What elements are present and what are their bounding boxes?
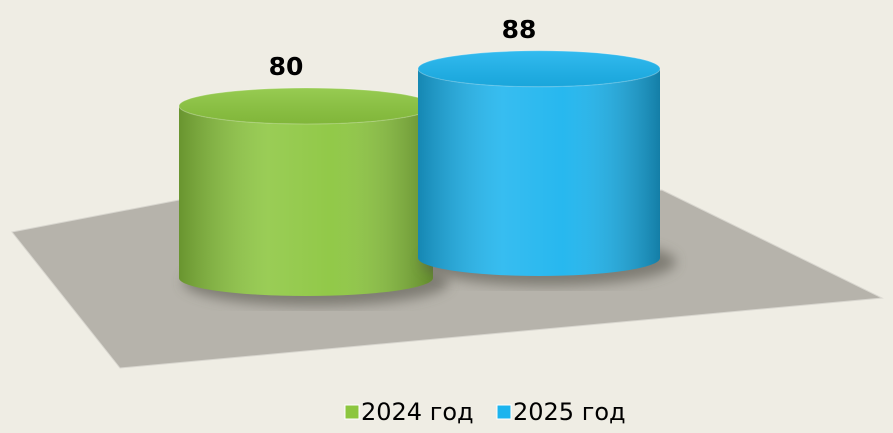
value-label: 88 <box>502 15 537 44</box>
legend-swatch <box>496 404 512 420</box>
value-label: 80 <box>269 52 304 81</box>
legend-swatch <box>344 404 360 420</box>
legend-label: 2025 год <box>513 398 626 426</box>
legend: 2024 год 2025 год <box>344 398 626 426</box>
bar-shading <box>418 68 660 276</box>
bars: 80 88 <box>178 15 676 306</box>
bar-shading <box>179 106 433 296</box>
bar-top-shading <box>417 50 661 88</box>
bar-top-shading <box>178 87 434 125</box>
legend-label: 2024 год <box>361 398 474 426</box>
